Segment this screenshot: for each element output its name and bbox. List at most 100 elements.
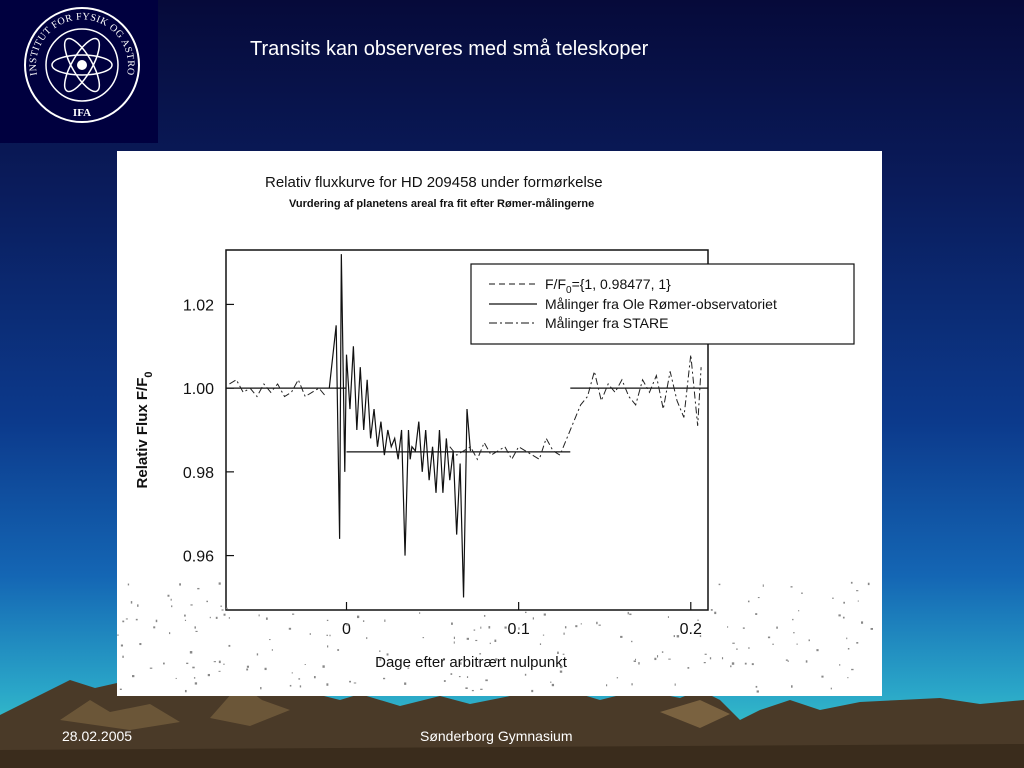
scan-speck	[524, 611, 527, 614]
scan-speck	[326, 634, 328, 636]
scan-speck	[839, 664, 841, 666]
scan-speck	[847, 648, 850, 650]
scan-speck	[656, 655, 659, 658]
scan-speck	[808, 639, 810, 642]
scan-speck	[551, 683, 555, 687]
scan-speck	[851, 668, 854, 671]
scan-speck	[504, 626, 507, 629]
scan-speck	[228, 617, 230, 619]
scan-speck	[730, 665, 732, 668]
scan-speck	[460, 662, 462, 665]
scan-speck	[661, 651, 664, 653]
scan-speck	[821, 675, 824, 678]
scan-speck	[718, 583, 721, 586]
scan-speck	[207, 673, 210, 677]
plot-frame	[225, 249, 709, 611]
scan-speck	[388, 662, 391, 664]
x-tick-label: 0	[342, 621, 351, 638]
scan-speck	[580, 623, 582, 625]
scan-speck	[450, 673, 453, 675]
scan-speck	[485, 679, 488, 682]
scan-speck	[475, 639, 478, 642]
y-tick-label: 1.00	[183, 381, 214, 398]
scan-speck	[816, 649, 819, 652]
scan-speck	[673, 635, 675, 638]
scan-speck	[329, 634, 331, 637]
scan-speck	[867, 582, 870, 586]
legend-label-model-main: F/F	[545, 276, 566, 292]
series-layer	[226, 254, 708, 598]
scan-speck	[714, 611, 717, 615]
scan-speck	[213, 661, 216, 663]
scan-speck	[184, 619, 187, 622]
scan-speck	[379, 650, 381, 653]
scan-speck	[298, 678, 301, 680]
scan-speck	[478, 660, 480, 664]
scan-speck	[139, 643, 142, 646]
y-axis-title: Relativ Flux F/F0	[134, 372, 155, 489]
scan-speck	[215, 616, 218, 619]
scan-speck	[697, 619, 699, 621]
scan-speck	[732, 642, 735, 644]
footer-date: 28.02.2005	[62, 728, 133, 744]
series-ole-romer-line	[328, 254, 472, 598]
scan-speck	[790, 586, 793, 588]
scan-speck	[218, 660, 221, 664]
chart-panel: Relativ fluxkurve for HD 209458 under fo…	[117, 151, 882, 696]
scan-speck	[194, 682, 198, 685]
scan-speck	[288, 627, 292, 630]
scan-speck	[703, 662, 706, 664]
scan-speck	[356, 615, 360, 619]
scan-speck	[676, 635, 680, 638]
scan-speck	[443, 680, 446, 682]
scan-speck	[122, 620, 125, 623]
scan-speck	[120, 644, 124, 647]
ground-strip	[0, 744, 1024, 768]
scan-speck	[190, 604, 193, 606]
scan-speck	[349, 680, 352, 683]
scan-speck	[801, 592, 803, 594]
scan-speck	[767, 636, 771, 639]
legend-label-model-sub: 0	[566, 285, 572, 296]
scan-speck	[179, 583, 181, 586]
scan-speck	[843, 601, 845, 604]
atom-icon: INSTITUT FOR FYSIK OG ASTRONOMI IFA	[0, 0, 140, 123]
scan-speck	[384, 619, 386, 622]
scan-speck	[379, 658, 382, 661]
scan-speck	[453, 636, 455, 640]
scan-speck	[494, 639, 497, 642]
scan-speck	[466, 676, 469, 678]
logo-outer-ring	[24, 7, 140, 123]
scan-speck	[289, 684, 292, 687]
legend: F/F0={1, 0.98477, 1} Målinger fra Ole Rø…	[470, 263, 855, 345]
scan-speck	[383, 677, 386, 680]
x-axis-ticks: 0 0.1 0.2	[342, 602, 702, 638]
scan-speck	[130, 601, 133, 604]
scan-speck	[709, 657, 712, 660]
scan-speck	[258, 614, 260, 617]
scan-speck	[792, 618, 794, 621]
legend-label-model-rest: ={1, 0.98477, 1}	[572, 276, 672, 292]
scan-speck	[838, 614, 841, 617]
scan-speck	[313, 676, 316, 679]
scan-speck	[638, 662, 640, 665]
scan-speck	[633, 660, 636, 662]
scan-speck	[596, 621, 598, 625]
scan-speck	[483, 614, 486, 617]
scan-speck	[225, 607, 228, 610]
y-axis-ticks: 0.96 0.98 1.00 1.02	[183, 297, 234, 566]
scan-speck	[756, 690, 759, 693]
scan-speck	[155, 619, 158, 623]
scan-speck	[489, 642, 491, 645]
scan-speck	[197, 587, 200, 590]
scan-speck	[539, 643, 542, 645]
scan-speck	[731, 662, 735, 665]
scan-speck	[184, 614, 186, 617]
scan-speck	[755, 613, 758, 615]
scan-speck	[269, 639, 271, 641]
scan-speck	[327, 645, 329, 648]
scan-speck	[654, 657, 657, 661]
scan-speck	[404, 682, 407, 685]
scan-speck	[785, 659, 788, 661]
scan-speck	[186, 662, 189, 665]
